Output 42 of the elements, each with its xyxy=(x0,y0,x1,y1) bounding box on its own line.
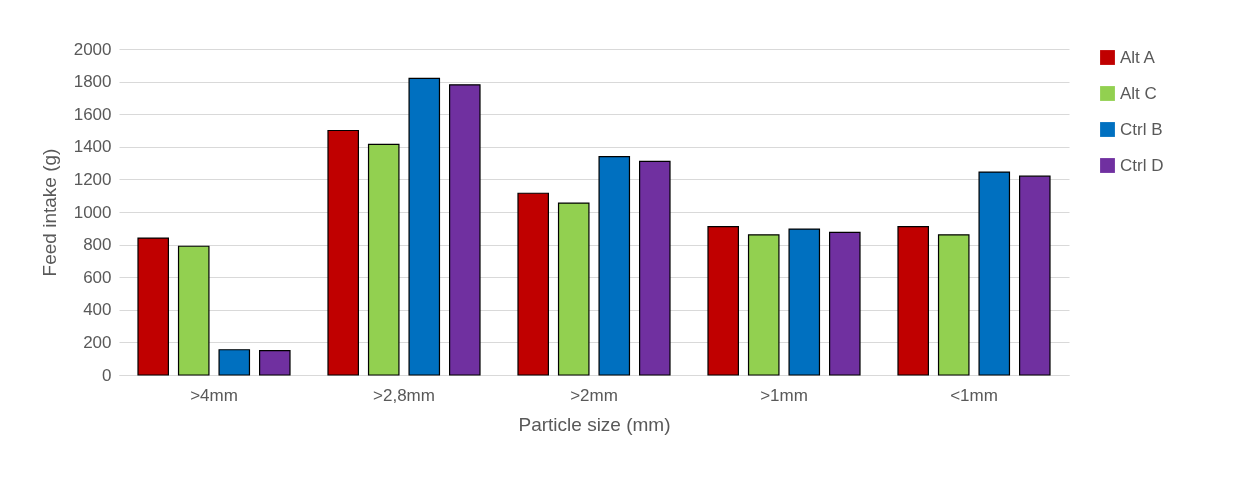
y-axis-title: Feed intake (g) xyxy=(38,148,60,277)
bar xyxy=(1019,175,1051,376)
bar xyxy=(259,349,291,376)
y-tick-label: 200 xyxy=(83,332,112,352)
bar xyxy=(639,160,671,376)
y-tick-label: 1200 xyxy=(73,169,112,189)
bar xyxy=(408,77,441,376)
y-tick-label: 2000 xyxy=(73,39,112,59)
x-tick-label: <1mm xyxy=(950,385,998,405)
legend-label: Ctrl D xyxy=(1120,155,1164,175)
bar xyxy=(829,231,861,376)
bar xyxy=(897,226,929,376)
bar xyxy=(137,237,169,376)
y-tick-label: 1600 xyxy=(73,104,112,124)
bar xyxy=(598,155,631,376)
x-tick-label: >2mm xyxy=(570,385,618,405)
x-tick-label: >1mm xyxy=(760,385,808,405)
bar xyxy=(788,228,821,376)
y-tick-label: 600 xyxy=(83,267,112,287)
bar xyxy=(177,245,210,376)
y-tick-label: 1800 xyxy=(73,72,112,92)
bar xyxy=(557,202,590,376)
bar xyxy=(218,349,251,376)
legend-label: Alt A xyxy=(1120,47,1156,67)
x-tick-label: >2,8mm xyxy=(373,385,435,405)
x-axis-title: Particle size (mm) xyxy=(518,413,671,435)
x-tick-label: >4mm xyxy=(190,385,238,405)
y-tick-label: 1000 xyxy=(73,202,112,222)
legend-label: Ctrl B xyxy=(1120,119,1163,139)
bar xyxy=(747,234,780,376)
legend-label: Alt C xyxy=(1120,83,1157,103)
bar xyxy=(978,171,1011,376)
bar xyxy=(707,226,739,376)
y-tick-label: 1400 xyxy=(73,137,112,157)
bar xyxy=(517,192,549,376)
bar xyxy=(367,143,400,376)
bar xyxy=(937,234,970,376)
y-tick-label: 0 xyxy=(102,365,112,385)
y-tick-label: 400 xyxy=(83,300,112,320)
bar xyxy=(327,129,359,376)
bar xyxy=(449,84,481,376)
y-tick-label: 800 xyxy=(83,235,112,255)
